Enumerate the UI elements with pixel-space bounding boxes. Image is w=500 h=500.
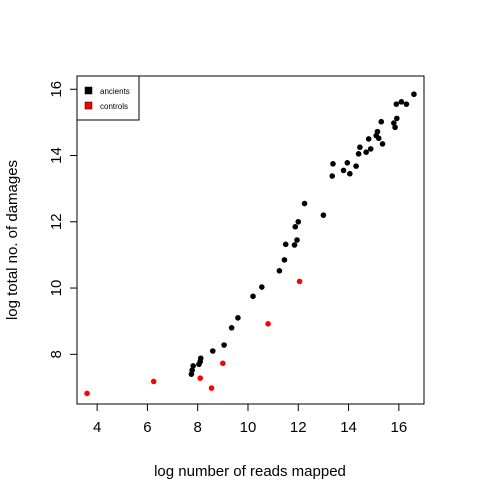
point-controls — [220, 360, 226, 367]
y-axis-title: log total no. of damages — [4, 160, 21, 320]
point-controls — [197, 375, 204, 381]
point-ancients — [295, 218, 302, 225]
point-ancients — [355, 151, 362, 157]
point-ancients — [411, 91, 417, 98]
point-ancients — [330, 160, 336, 167]
point-ancients — [357, 144, 363, 151]
point-ancients — [393, 101, 400, 107]
point-ancients — [209, 348, 216, 354]
point-controls — [150, 378, 157, 385]
point-ancients — [197, 355, 204, 362]
legend-label-ancients: ancients — [100, 87, 130, 96]
point-ancients — [378, 118, 385, 125]
point-ancients — [189, 367, 195, 374]
y-tick-label: 10 — [48, 280, 65, 297]
point-ancients — [340, 167, 347, 174]
point-ancients — [365, 136, 372, 142]
point-ancients — [394, 115, 400, 122]
point-controls — [208, 385, 215, 391]
point-ancients — [291, 242, 298, 248]
y-tick-label: 8 — [48, 350, 65, 358]
legend-swatch-controls — [84, 101, 93, 110]
x-tick-label: 4 — [93, 419, 101, 436]
legend-swatch-ancients — [84, 86, 93, 95]
point-ancients — [235, 315, 241, 321]
data-points — [84, 91, 417, 397]
point-ancients — [190, 363, 196, 369]
y-tick-label: 14 — [48, 147, 65, 164]
point-ancients — [276, 268, 283, 274]
point-ancients — [375, 135, 382, 142]
y-tick-label: 12 — [48, 213, 65, 230]
point-ancients — [403, 101, 410, 107]
legend-box — [76, 75, 140, 121]
x-tick-label: 6 — [143, 419, 151, 436]
legend: ancients controls — [76, 75, 140, 121]
point-ancients — [320, 212, 327, 218]
x-axis: 4 6 8 10 12 14 16 — [93, 404, 407, 436]
x-tick-label: 16 — [391, 419, 408, 436]
point-ancients — [221, 342, 227, 348]
point-ancients — [259, 284, 265, 290]
y-tick-label: 16 — [48, 81, 65, 98]
x-tick-label: 10 — [240, 419, 257, 436]
point-ancients — [353, 163, 359, 169]
point-ancients — [344, 160, 351, 166]
point-ancients — [379, 141, 386, 147]
x-tick-label: 8 — [194, 419, 202, 436]
point-ancients — [391, 120, 397, 126]
x-tick-label: 12 — [290, 419, 307, 436]
point-ancients — [228, 324, 235, 331]
point-ancients — [329, 173, 336, 179]
point-ancients — [281, 257, 288, 263]
point-ancients — [250, 293, 256, 300]
point-controls — [296, 278, 303, 285]
point-ancients — [347, 170, 353, 177]
point-ancients — [392, 124, 398, 131]
point-controls — [84, 390, 90, 397]
point-ancients — [398, 99, 405, 105]
legend-label-controls: controls — [100, 102, 128, 111]
plot-frame — [76, 75, 425, 405]
point-ancients — [294, 237, 300, 243]
point-ancients — [374, 128, 381, 135]
point-ancients — [301, 200, 308, 207]
y-axis: 8 10 12 14 16 — [48, 81, 77, 358]
x-axis-title: log number of reads mapped — [154, 463, 346, 480]
point-ancients — [292, 223, 299, 230]
point-ancients — [367, 146, 374, 152]
point-ancients — [363, 149, 369, 156]
point-controls — [265, 321, 271, 327]
x-tick-label: 14 — [340, 419, 357, 436]
point-ancients — [282, 241, 289, 248]
